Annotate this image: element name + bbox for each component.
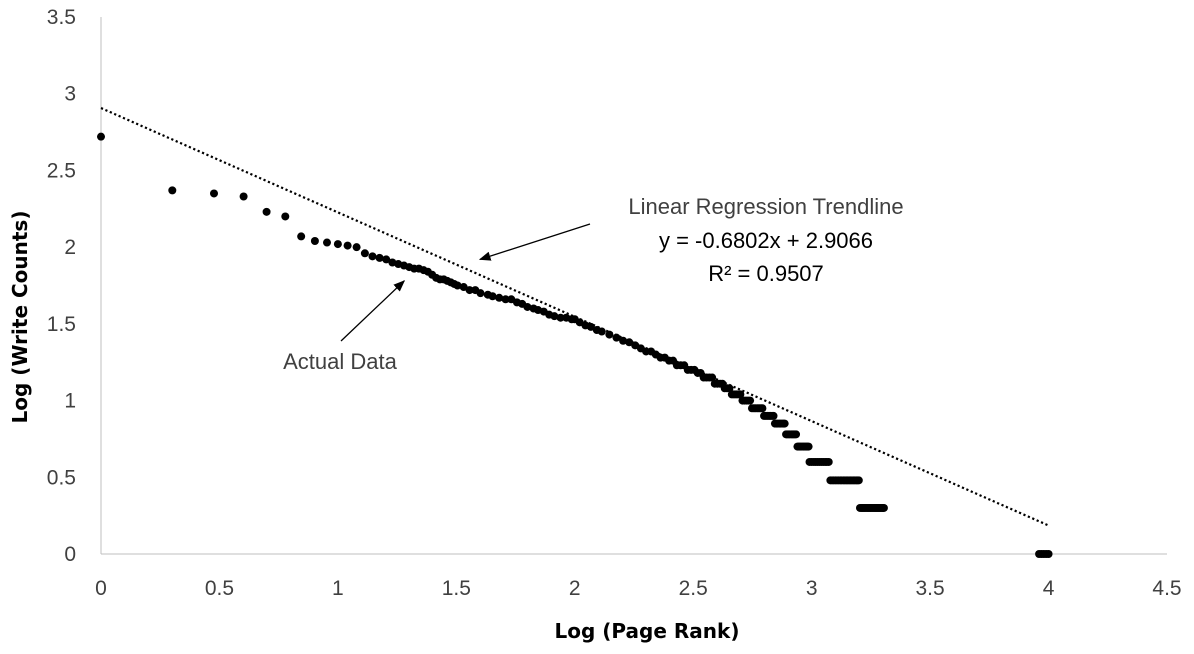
data-points [97,132,1053,558]
data-point [1044,550,1053,558]
data-point [281,212,290,221]
trendline-r-squared: R² = 0.9507 [708,261,824,286]
y-tick-label: 1.5 [47,313,76,336]
y-axis-title: Log (Write Counts) [8,211,32,424]
y-tick-label: 2 [64,236,76,259]
data-point [708,373,717,382]
trendline-annotation: Linear Regression Trendline y = -0.6802x… [478,194,904,286]
x-tick-label: 0 [95,577,107,600]
x-tick-label: 2.5 [679,577,708,600]
data-point [725,384,734,393]
data-point [495,293,504,302]
actual-data-arrow [340,280,406,342]
x-tick-label: 2 [569,577,581,600]
x-axis-title: Log (Page Rank) [555,619,740,643]
data-point [605,330,614,339]
axes [100,17,1167,555]
data-point [758,404,767,413]
data-point [382,255,391,264]
data-point [343,241,352,250]
x-tick-label: 3 [806,577,818,600]
data-point [501,295,510,304]
data-point [360,249,369,258]
data-point [465,286,474,295]
data-point [297,232,306,241]
data-point [746,396,755,405]
data-point [310,237,319,246]
actual-data-label: Actual Data [283,349,397,374]
data-point [453,281,462,290]
x-tick-label: 3.5 [916,577,945,600]
data-point [97,132,105,141]
data-point [352,243,361,252]
data-point [619,336,628,345]
y-tick-label: 3.5 [47,6,76,29]
data-point [550,312,559,321]
data-point [368,252,377,261]
x-tick-label: 0.5 [205,577,234,600]
data-point [375,253,384,262]
data-point [824,457,833,466]
x-tick-labels: 0 0.5 1 1.5 2 2.5 3 3.5 4 4.5 [95,577,1181,600]
y-tick-label: 2.5 [47,159,76,182]
data-point [625,338,634,347]
data-point [769,411,778,420]
y-tick-label: 0 [64,543,76,566]
trendline-equation: y = -0.6802x + 2.9066 [659,228,873,253]
actual-data-annotation: Actual Data [283,280,406,374]
y-tick-label: 3 [64,83,76,106]
data-point [879,503,888,512]
y-tick-label: 0.5 [47,466,76,489]
data-point [792,430,801,439]
x-tick-label: 1.5 [442,577,471,600]
trendline-arrow [478,223,591,261]
data-point [523,302,532,311]
data-point [239,192,248,201]
data-point [333,240,342,249]
data-point [459,283,468,292]
y-tick-labels: 0 0.5 1 1.5 2 2.5 3 3.5 [47,6,76,566]
data-point [476,289,485,298]
data-point [597,327,606,336]
data-point [168,186,177,195]
data-point [780,419,789,428]
data-point [262,207,271,216]
data-point [322,238,331,247]
data-point [612,333,621,342]
data-point [736,390,745,399]
x-tick-label: 4 [1043,577,1055,600]
data-point [556,313,565,322]
x-tick-label: 4.5 [1152,577,1181,600]
trendline-annotation-label: Linear Regression Trendline [628,194,903,219]
y-tick-label: 1 [64,390,76,413]
data-point [854,476,863,485]
x-tick-label: 1 [332,577,344,600]
data-point [804,442,813,451]
data-point [488,292,497,301]
data-point [209,189,218,198]
data-point [586,322,595,331]
